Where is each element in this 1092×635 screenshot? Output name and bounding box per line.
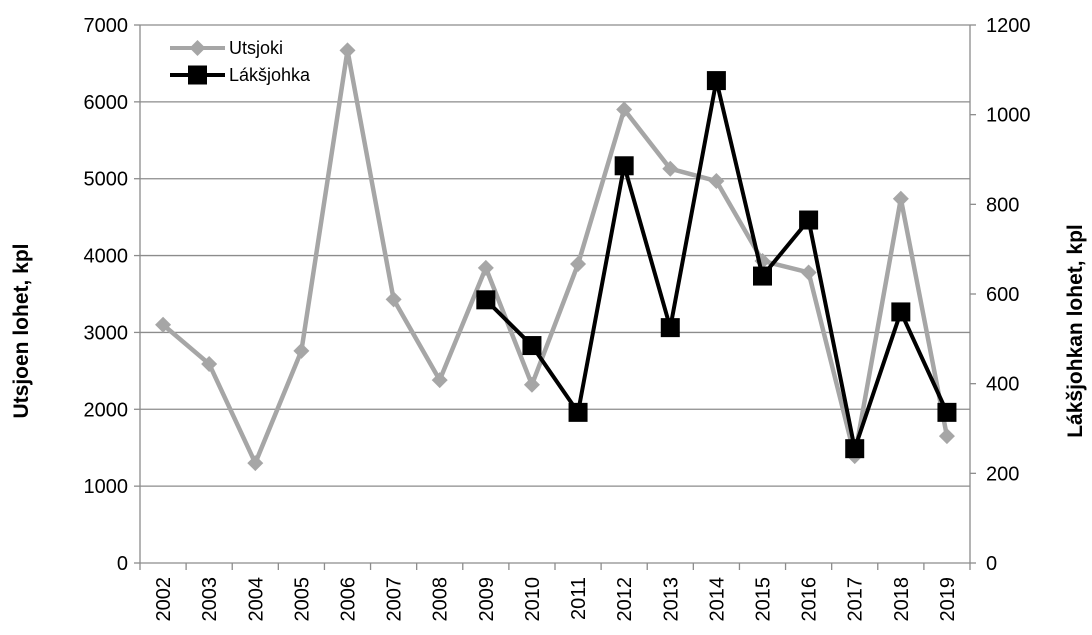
data-point (892, 190, 909, 207)
y2-tick-label: 800 (986, 194, 1019, 216)
y-tick-label: 6000 (84, 92, 129, 114)
data-point (189, 40, 206, 56)
axis-titles: Utsjoen lohet, kpl Lákšjohkan lohet, kpl (10, 224, 1087, 438)
x-tick-label: 2010 (522, 577, 544, 622)
data-point (155, 316, 172, 333)
series-lákšjohka (476, 71, 957, 459)
y2-tick-label: 600 (986, 284, 1019, 306)
x-tick-label: 2013 (660, 577, 682, 622)
x-tick-label: 2011 (568, 577, 590, 620)
y2-tick-label: 400 (986, 374, 1019, 396)
y-tick-label: 7000 (84, 15, 129, 37)
legend-label: Utsjoki (229, 38, 283, 58)
legend-label: Lákšjohka (229, 65, 311, 85)
data-point (476, 290, 496, 310)
data-point (616, 101, 633, 118)
x-tick-label: 2003 (199, 577, 221, 622)
x-tick-label: 2005 (291, 577, 313, 622)
data-point (800, 264, 817, 281)
y-axis-title: Utsjoen lohet, kpl (10, 243, 33, 418)
y-tick-label: 0 (117, 553, 128, 575)
data-point (247, 455, 264, 472)
data-point (570, 256, 587, 273)
y2-tick-label: 1000 (986, 105, 1031, 127)
y2-axis-title: Lákšjohkan lohet, kpl (1064, 224, 1087, 438)
series-utsjoki (155, 42, 955, 472)
data-point (385, 291, 402, 308)
data-point (845, 439, 865, 459)
series-line (161, 48, 950, 466)
y-tick-label: 1000 (84, 476, 129, 498)
x-tick-label: 2004 (245, 577, 267, 622)
data-point (477, 259, 494, 276)
series-line (484, 78, 949, 451)
data-point (660, 318, 680, 338)
axes: 0 1000 2000 3000 4000 5000 6000 7000 0 200 400 600 8… (84, 15, 1031, 622)
data-point (614, 156, 634, 176)
x-tick-label: 2007 (384, 577, 406, 622)
y2-tick-label: 1200 (986, 15, 1031, 37)
data-point (568, 402, 588, 422)
data-point (188, 65, 207, 85)
x-tick-label: 2002 (153, 577, 175, 622)
legend: Utsjoki Lákšjohka (170, 38, 311, 85)
x-tick-label: 2006 (338, 577, 360, 622)
data-point (662, 160, 679, 177)
y-tick-label: 3000 (84, 322, 129, 344)
data-point (522, 336, 542, 356)
data-point (201, 355, 218, 372)
x-tick-label: 2015 (753, 577, 775, 622)
y2-tick-label: 0 (986, 553, 997, 575)
data-point (706, 71, 726, 91)
data-point (799, 210, 819, 230)
series (155, 42, 957, 472)
x-tick-label: 2012 (614, 577, 636, 622)
data-point (937, 402, 957, 422)
data-point (523, 376, 540, 393)
x-tick-label: 2009 (476, 577, 498, 622)
data-point (753, 266, 772, 286)
data-point (938, 428, 955, 445)
x-tick-label: 2014 (706, 577, 728, 622)
x-tick-label: 2019 (937, 577, 959, 622)
data-point (431, 372, 448, 389)
x-tick-label: 2018 (891, 577, 913, 622)
x-tick-label: 2017 (845, 577, 867, 622)
y-tick-label: 4000 (84, 246, 129, 268)
y2-tick-label: 200 (986, 463, 1019, 485)
data-point (293, 342, 310, 359)
data-point (708, 173, 725, 190)
data-point (891, 302, 911, 322)
x-tick-label: 2016 (799, 577, 821, 622)
data-point (339, 42, 356, 59)
y-tick-label: 2000 (84, 399, 129, 421)
y-tick-label: 5000 (84, 169, 129, 191)
x-tick-label: 2008 (430, 577, 452, 622)
